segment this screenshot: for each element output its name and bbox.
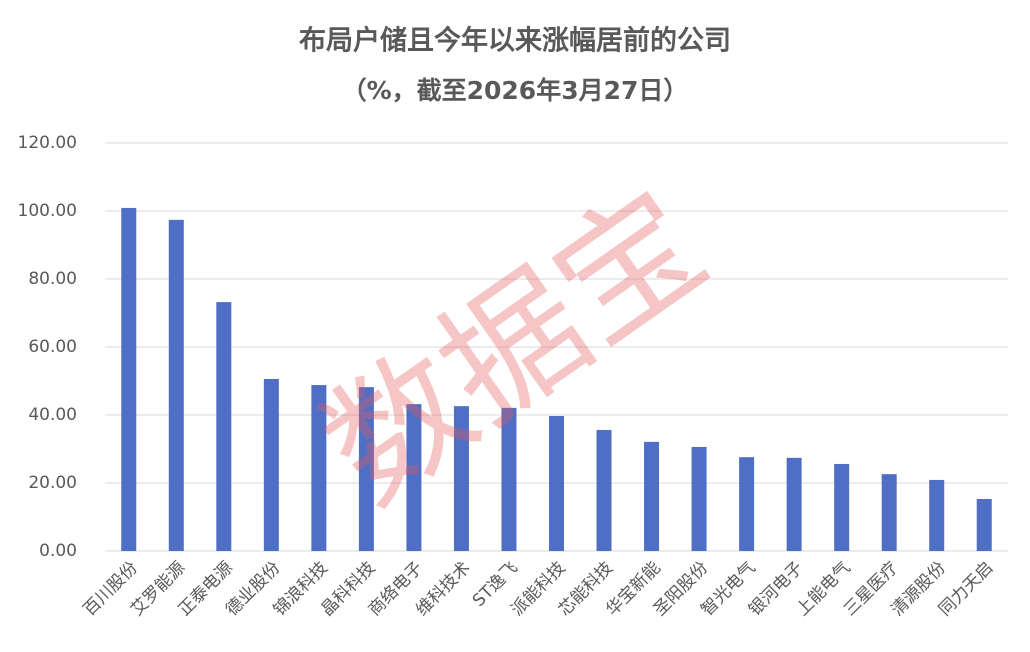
bar — [406, 404, 422, 551]
bar — [263, 378, 279, 551]
chart-title: 布局户储且今年以来涨幅居前的公司 — [299, 25, 731, 57]
y-tick-label: 100.00 — [18, 201, 77, 221]
y-tick-label: 60.00 — [28, 337, 77, 357]
bar — [929, 479, 945, 551]
bar — [644, 441, 660, 551]
bar — [501, 407, 517, 551]
bar — [121, 207, 137, 551]
y-tick-label: 20.00 — [28, 473, 77, 493]
bar — [311, 385, 327, 551]
bar — [976, 498, 992, 551]
chart-subtitle: （%，截至2026年3月27日） — [342, 76, 689, 105]
y-tick-label: 80.00 — [28, 269, 77, 289]
bar — [786, 457, 802, 551]
bar — [168, 219, 184, 551]
bar — [834, 463, 850, 551]
y-tick-label: 120.00 — [18, 133, 77, 153]
bar — [881, 474, 897, 551]
bar — [691, 446, 707, 551]
bar — [453, 406, 469, 551]
y-tick-label: 40.00 — [28, 405, 77, 425]
bar — [216, 302, 232, 551]
bar — [596, 429, 612, 551]
y-tick-label: 0.00 — [39, 541, 77, 561]
bar — [549, 416, 564, 551]
bar — [358, 387, 374, 551]
bar — [739, 457, 755, 551]
